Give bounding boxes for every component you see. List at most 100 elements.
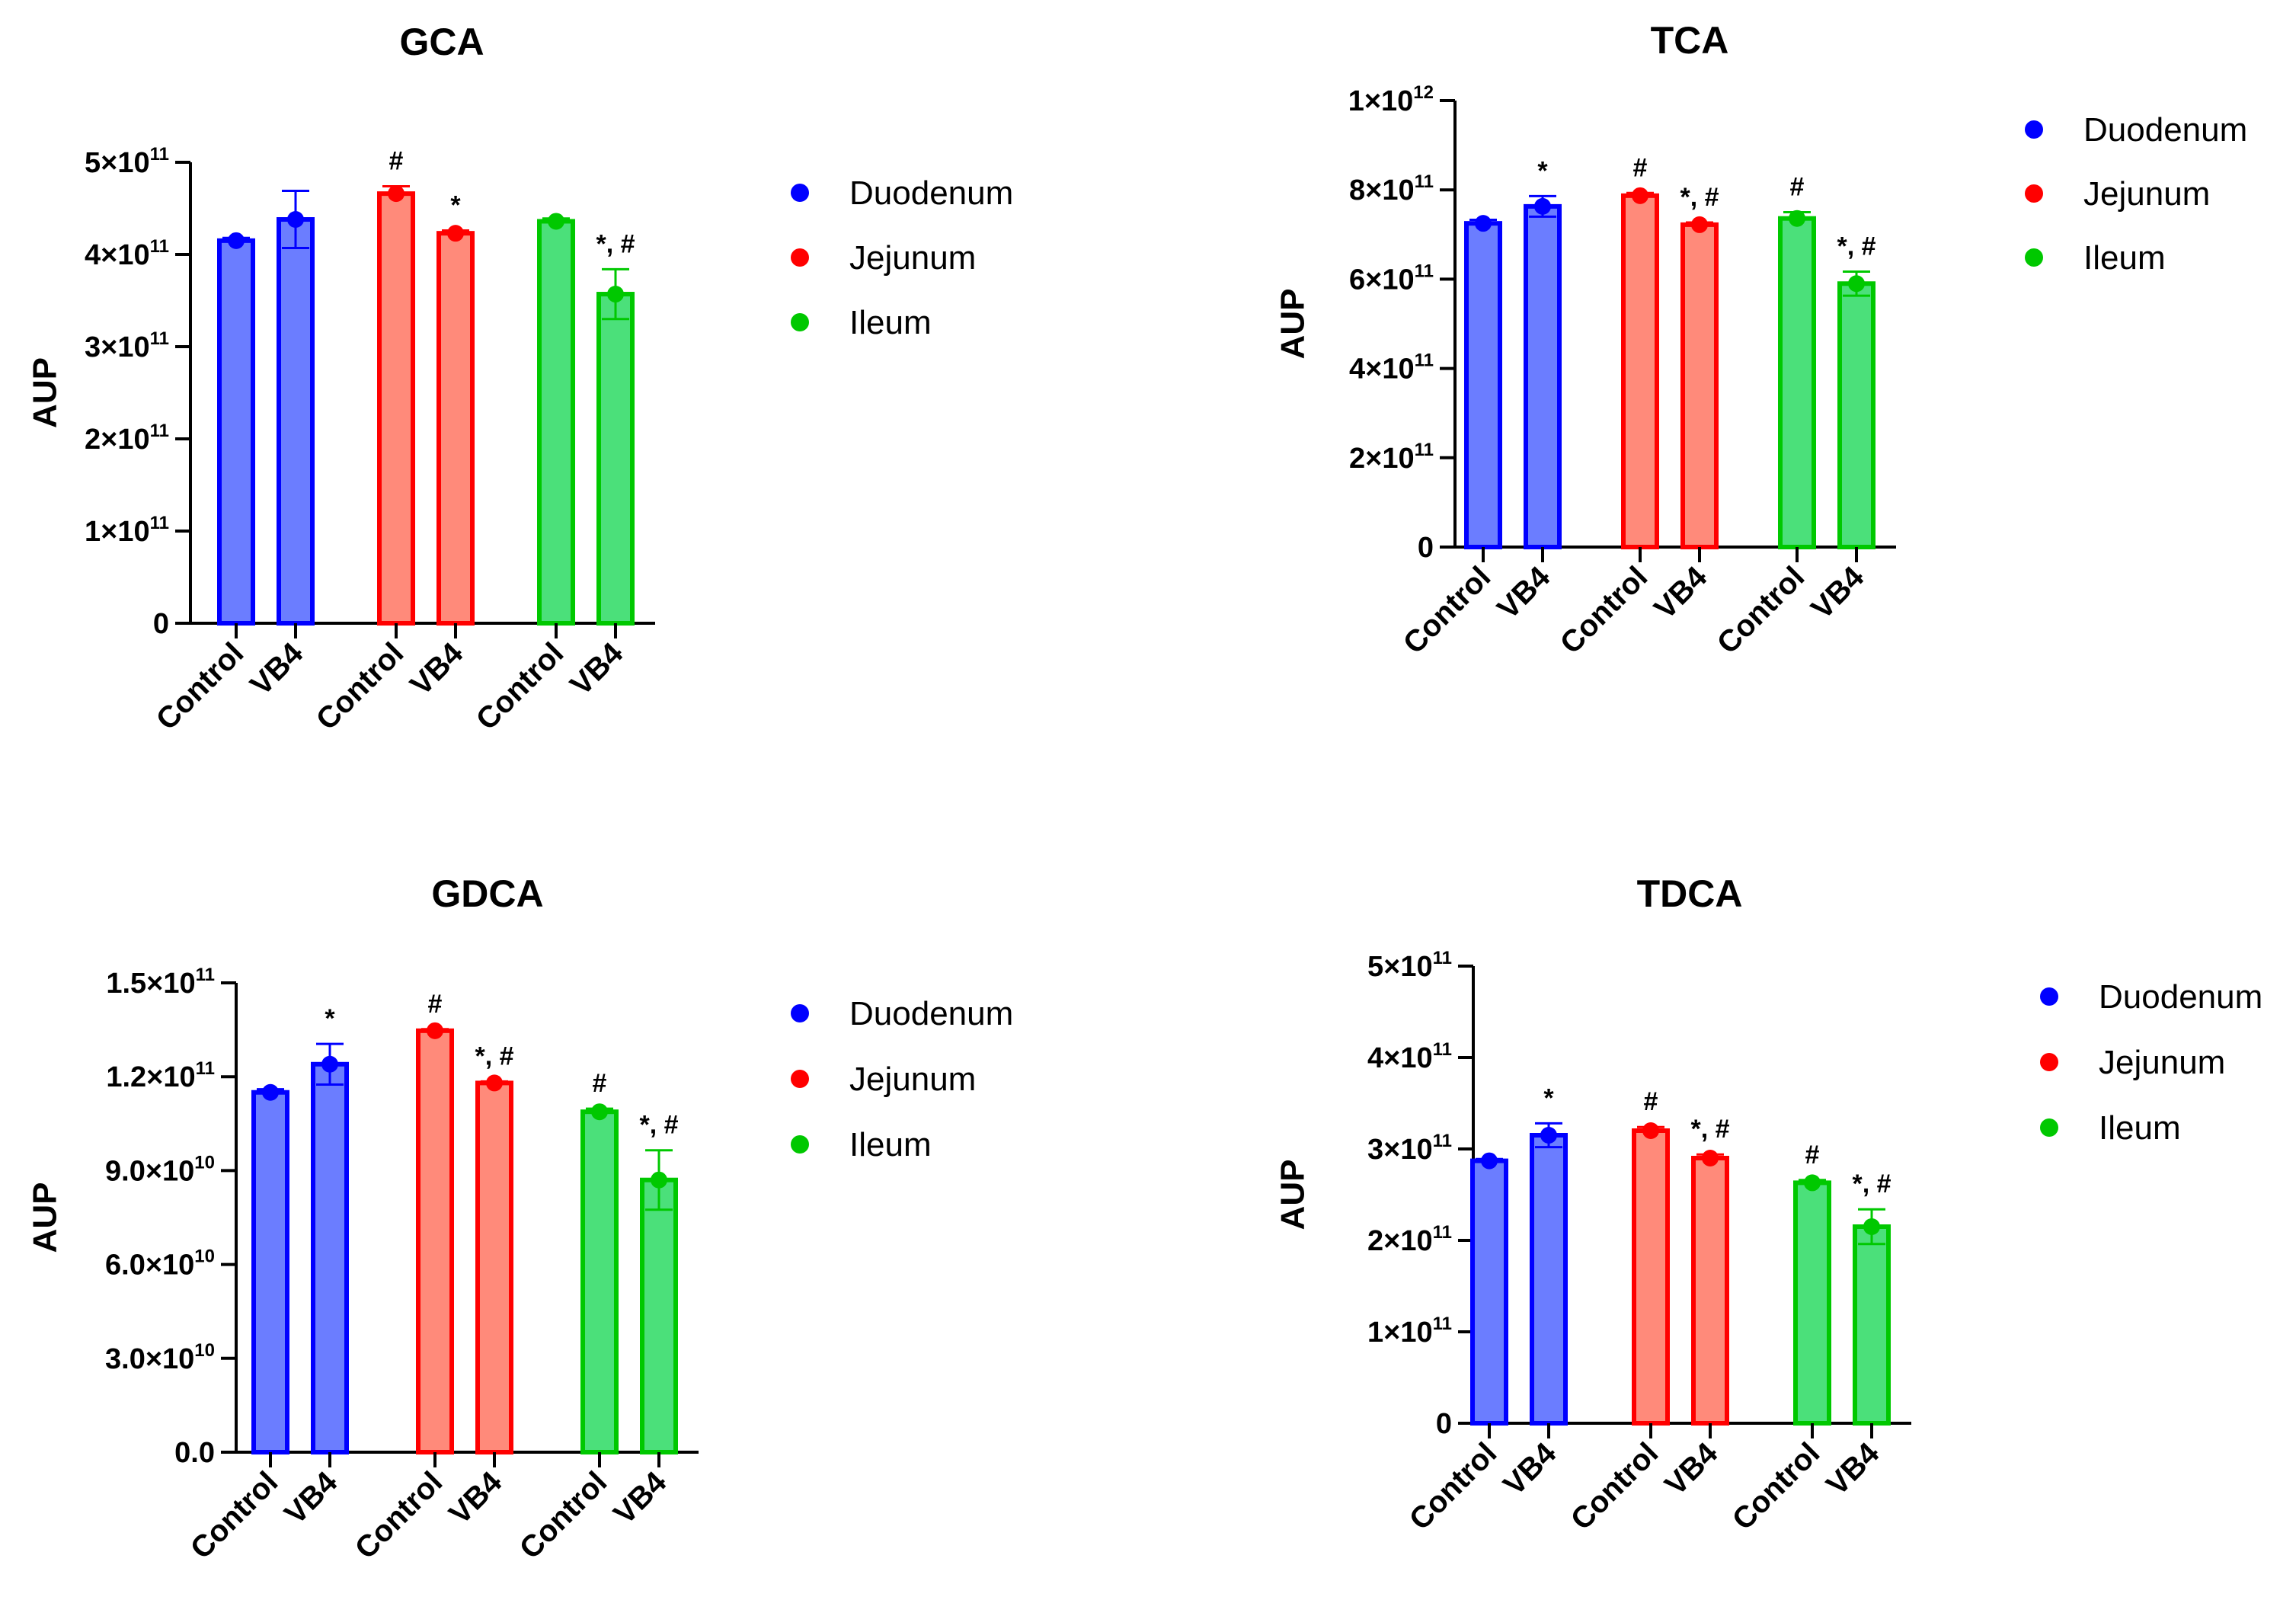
- chart-title: TCA: [1651, 19, 1729, 62]
- x-tick-label: VB4: [278, 1465, 344, 1531]
- legend-marker-ileum: [2025, 248, 2043, 267]
- bar-jejunum-control: [377, 191, 415, 626]
- mean-point: [228, 232, 245, 249]
- x-tick-label: Control: [310, 636, 411, 737]
- y-tick-label: 6×1011: [1349, 261, 1434, 296]
- x-tick-label: Control: [150, 636, 251, 737]
- mean-point: [1789, 210, 1805, 227]
- legend-marker-duodenum: [2040, 987, 2058, 1006]
- y-tick-label: 2×1011: [1367, 1222, 1452, 1257]
- bar-jejunum-control: [1621, 193, 1659, 549]
- bar-duodenum-vb4: [1524, 203, 1562, 549]
- significance-label: #: [389, 146, 404, 175]
- y-axis-label: AUP: [1274, 289, 1312, 360]
- panel-tdca: TDCA AUP 0 1×1011 2×1011 3×1011 4×1011 5×1011 Co…: [1274, 872, 2263, 1537]
- mean-point: [591, 1103, 608, 1121]
- significance-label: *: [1537, 156, 1548, 185]
- mean-point: [321, 1055, 338, 1073]
- legend-marker-ileum: [2040, 1118, 2058, 1137]
- legend-marker-duodenum: [791, 1004, 809, 1022]
- legend-label-jejunum: Jejunum: [2099, 1044, 2225, 1081]
- significance-label: *, #: [475, 1042, 513, 1070]
- legend-marker-duodenum: [791, 184, 809, 202]
- y-tick-label: 1.2×1011: [106, 1058, 215, 1093]
- x-tick-label: Control: [349, 1465, 449, 1566]
- mean-point: [388, 185, 405, 203]
- y-tick-label: 4×1011: [1349, 350, 1434, 386]
- panel-gca: GCA AUP 0 1×1011 2×1011 3×1011 4×1011 5×1011 Con…: [27, 21, 1014, 737]
- significance-label: #: [1790, 173, 1805, 202]
- x-tick-label: Control: [184, 1465, 285, 1566]
- y-tick-label: 3×1011: [85, 328, 169, 363]
- mean-point: [1534, 197, 1551, 215]
- x-tick-label: Control: [1554, 560, 1655, 661]
- mean-point: [1691, 216, 1708, 233]
- x-tick-label: Control: [513, 1465, 614, 1566]
- bar-ileum-control: [1793, 1180, 1831, 1426]
- significance-label: *, #: [1680, 183, 1719, 212]
- panel-tca: TCA AUP 0 2×1011 4×1011 6×1011 8×1011 1×1012 Con…: [1274, 19, 2248, 661]
- bar-duodenum-vb4: [311, 1061, 349, 1454]
- chart-title: TDCA: [1637, 872, 1743, 915]
- legend-label-duodenum: Duodenum: [2083, 111, 2247, 149]
- x-tick-label: VB4: [1491, 560, 1557, 626]
- significance-label: #: [1805, 1141, 1820, 1170]
- mean-point: [1863, 1218, 1880, 1235]
- mean-point: [262, 1083, 279, 1101]
- y-tick-label: 3.0×1010: [105, 1340, 215, 1375]
- legend-label-jejunum: Jejunum: [2083, 175, 2210, 213]
- significance-label: *, #: [596, 229, 635, 258]
- bar-ileum-vb4: [596, 292, 635, 626]
- y-tick-label: 1×1012: [1348, 82, 1434, 117]
- legend-label-jejunum: Jejunum: [849, 239, 976, 277]
- y-tick-label: 6.0×1010: [105, 1246, 215, 1282]
- bar-jejunum-vb4: [1691, 1156, 1729, 1426]
- bar-jejunum-vb4: [1680, 222, 1719, 549]
- x-tick-label: VB4: [607, 1465, 673, 1531]
- mean-point: [1804, 1174, 1821, 1192]
- mean-point: [1632, 187, 1648, 204]
- mean-point: [548, 213, 564, 230]
- mean-point: [287, 211, 304, 229]
- significance-label: *, #: [1837, 232, 1875, 261]
- bar-ileum-vb4: [1853, 1224, 1891, 1426]
- bar-duodenum-control: [1464, 221, 1502, 549]
- legend-label-duodenum: Duodenum: [849, 174, 1013, 212]
- legend-label-duodenum: Duodenum: [849, 995, 1013, 1032]
- bar-jejunum-control: [416, 1028, 454, 1455]
- legend-label-ileum: Ileum: [849, 1126, 932, 1163]
- legend-marker-ileum: [791, 313, 809, 331]
- y-tick-label: 5×1011: [1367, 948, 1452, 983]
- x-tick-label: Control: [1565, 1436, 1665, 1537]
- y-tick-label: 1.5×1011: [106, 965, 215, 1000]
- legend-marker-jejunum: [791, 248, 809, 267]
- bar-duodenum-vb4: [277, 217, 315, 626]
- mean-point: [447, 225, 464, 242]
- y-axis-label: AUP: [27, 357, 64, 428]
- x-tick-label: Control: [1403, 1436, 1504, 1537]
- y-tick-label: 0: [1418, 532, 1434, 564]
- y-tick-label: 0: [1436, 1408, 1452, 1440]
- x-tick-label: Control: [1397, 560, 1498, 661]
- panel-gdca: GDCA AUP 0.0 3.0×1010 6.0×1010 9.0×1010 1.2×10…: [27, 872, 1014, 1566]
- x-tick-label: VB4: [443, 1465, 509, 1531]
- mean-point: [486, 1074, 503, 1092]
- legend-marker-jejunum: [2040, 1053, 2058, 1071]
- legend-marker-duodenum: [2025, 120, 2043, 139]
- y-tick-label: 2×1011: [85, 421, 169, 456]
- mean-point: [1702, 1150, 1719, 1166]
- bar-duodenum-control: [1470, 1158, 1508, 1426]
- y-tick-label: 2×1011: [1349, 440, 1434, 475]
- legend-label-ileum: Ileum: [2083, 239, 2166, 277]
- mean-point: [607, 286, 624, 303]
- legend-label-duodenum: Duodenum: [2099, 978, 2262, 1016]
- y-tick-label: 9.0×1010: [105, 1152, 215, 1187]
- legend-label-jejunum: Jejunum: [849, 1061, 976, 1098]
- significance-label: *, #: [1852, 1170, 1891, 1198]
- bar-ileum-vb4: [1837, 281, 1875, 549]
- significance-label: *: [1543, 1083, 1554, 1112]
- chart-title: GCA: [399, 21, 484, 63]
- significance-label: #: [428, 990, 443, 1019]
- x-tick-label: VB4: [564, 636, 630, 702]
- bar-jejunum-vb4: [475, 1080, 513, 1454]
